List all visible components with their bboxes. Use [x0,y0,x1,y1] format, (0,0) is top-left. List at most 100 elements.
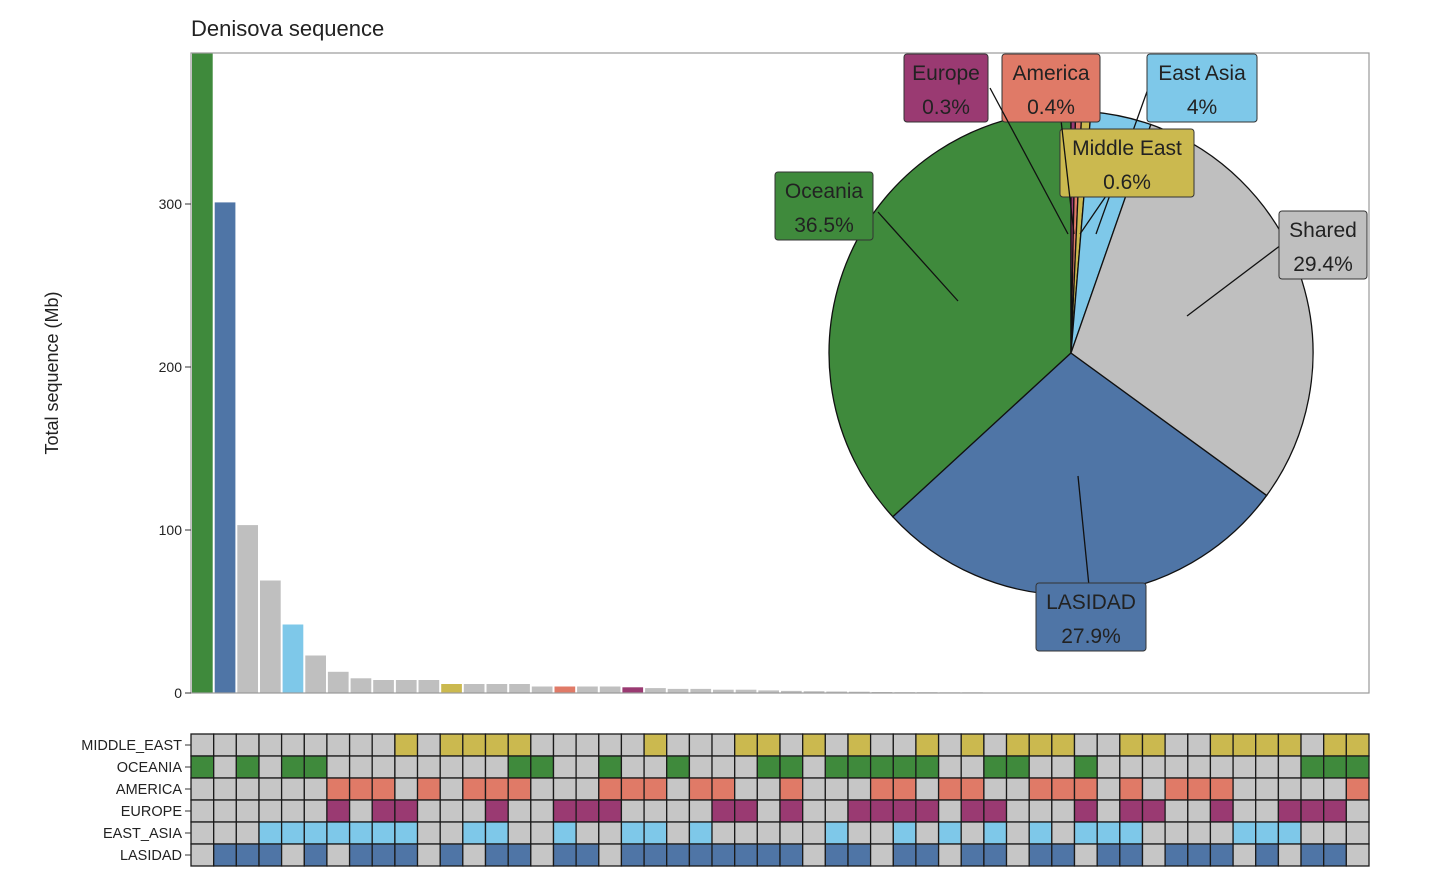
matrix-cell [1323,821,1348,845]
matrix-cell [802,799,827,823]
matrix-cell [575,821,600,845]
matrix-cell [213,821,238,845]
matrix-cell [1187,799,1212,823]
matrix-cell [326,799,351,823]
bar [441,684,462,693]
matrix-cell [507,755,532,779]
matrix-cell [734,755,759,779]
matrix-cell [1073,799,1098,823]
matrix-cell [983,821,1008,845]
matrix-cell [734,733,759,757]
matrix-cell [1345,843,1370,867]
matrix-cell [280,799,305,823]
matrix-cell [666,799,691,823]
matrix-cell [937,755,962,779]
matrix-cell [235,821,260,845]
bar [350,678,372,693]
matrix-cell [756,821,781,845]
matrix-cell [620,799,645,823]
pie-leader-line [1060,119,1075,235]
matrix-cell [1141,843,1166,867]
plot-border [190,52,1370,694]
matrix-cell [1255,777,1280,801]
matrix-cell [1300,821,1325,845]
matrix-cell [824,821,849,845]
matrix-cell [575,843,600,867]
matrix-cell [348,799,373,823]
matrix-cell [416,777,441,801]
pie-slice [1070,123,1314,497]
matrix-cell [1028,843,1053,867]
matrix-cell [1323,843,1348,867]
matrix-cell [824,755,849,779]
matrix-cell [937,799,962,823]
matrix-cell [1028,755,1053,779]
matrix-cell [1096,733,1121,757]
matrix-cell [439,821,464,845]
matrix-cell [575,733,600,757]
matrix-cell [507,733,532,757]
bar [735,689,757,693]
matrix-cell [983,843,1008,867]
matrix-cell [552,821,577,845]
matrix-cell [666,733,691,757]
matrix-cell [892,843,917,867]
matrix-cell [643,821,668,845]
bar [849,691,870,693]
matrix-cell [1187,821,1212,845]
matrix-cell [779,755,804,779]
matrix-cell [484,777,509,801]
matrix-cell [1073,777,1098,801]
matrix-cell [711,733,736,757]
matrix-cell [416,821,441,845]
matrix-cell [1255,799,1280,823]
matrix-cell [1141,777,1166,801]
matrix-cell [235,733,260,757]
matrix-cell [462,755,487,779]
matrix-cell [847,755,872,779]
matrix-cell [598,799,623,823]
matrix-cell [213,843,238,867]
matrix-cell [824,777,849,801]
matrix-cell [462,843,487,867]
bar [214,202,236,693]
matrix-cell [869,799,894,823]
matrix-cell [190,777,215,801]
matrix-cell [530,799,555,823]
matrix-cell [371,733,396,757]
matrix-cell [439,733,464,757]
bar [282,624,304,693]
matrix-cell [802,777,827,801]
pie-leader-line [989,87,1069,235]
matrix-cell [869,733,894,757]
matrix-cell [983,777,1008,801]
matrix-cell [530,843,555,867]
matrix-cell [756,799,781,823]
matrix-cell [915,821,940,845]
pie-label-name: Oceania [785,180,864,203]
matrix-cell [575,755,600,779]
matrix-cell [1164,733,1189,757]
matrix-cell [439,843,464,867]
matrix-cell [960,799,985,823]
matrix-cell [779,777,804,801]
matrix-cell [1232,777,1257,801]
matrix-cell [235,777,260,801]
matrix-cell [1345,777,1370,801]
pie-leader-line [1077,475,1090,587]
matrix-cell [303,821,328,845]
matrix-cell [734,821,759,845]
matrix-cell [552,843,577,867]
pie-label-box [1001,53,1101,123]
matrix-cell [620,755,645,779]
matrix-cell [1096,755,1121,779]
bar [599,686,621,693]
matrix-cell [258,799,283,823]
matrix-cell [416,843,441,867]
matrix-cell [1187,733,1212,757]
pie-panel: Oceania 36.5% LASIDAD 27.9% Shared 29.4% East … [774,53,1368,652]
matrix-cell [847,821,872,845]
matrix-cell [1005,755,1030,779]
matrix-row-label: LASIDAD [120,848,182,864]
